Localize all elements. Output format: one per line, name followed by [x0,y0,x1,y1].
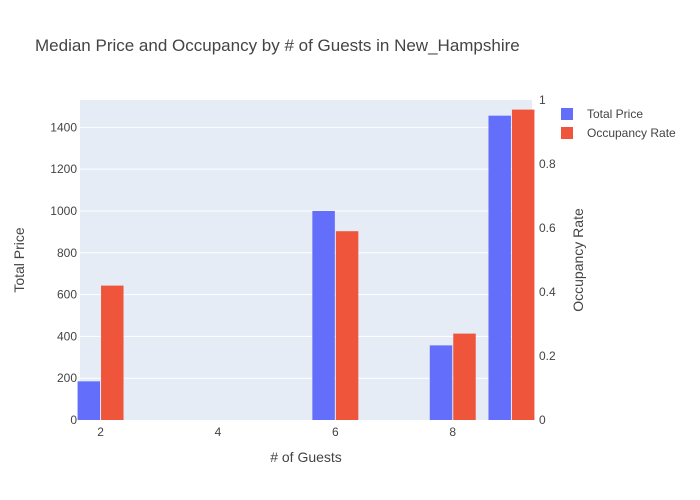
legend-item[interactable]: Occupancy Rate [561,126,676,140]
total-price-bar [312,210,335,420]
y-tick-label: 0 [70,413,77,427]
y-axis-title: Total Price [11,227,27,293]
y2-tick-label: 0 [539,413,546,427]
x-tick-label: 8 [449,425,456,439]
x-axis-title: # of Guests [270,449,342,465]
y-tick-label: 1200 [50,162,77,176]
legend[interactable]: Total Price Occupancy Rate [561,107,676,140]
chart-title: Median Price and Occupancy by # of Guest… [35,36,520,55]
y2-tick-label: 0.4 [539,285,556,299]
y-tick-label: 800 [57,246,77,260]
y-tick-label: 400 [57,329,77,343]
x-tick-label: 4 [215,425,222,439]
legend-label: Occupancy Rate [587,126,676,140]
legend-label: Total Price [587,107,643,121]
bars [77,109,535,420]
y-axis-ticks: 0 200 400 600 800 1000 1200 1400 [50,120,77,427]
y2-tick-label: 0.2 [539,349,556,363]
occupancy-rate-bar [335,231,359,420]
total-price-bar [488,115,511,420]
y2-tick-label: 1 [539,93,546,107]
x-axis-ticks: 2 4 6 8 [97,425,456,439]
x-tick-label: 2 [97,425,104,439]
legend-swatch [561,108,573,120]
total-price-bar [429,345,453,420]
y-tick-label: 1400 [50,120,77,134]
total-price-bar [77,381,101,420]
y2-tick-label: 0.6 [539,221,556,235]
occupancy-rate-bar [511,109,535,420]
legend-swatch [561,127,573,139]
x-tick-label: 6 [332,425,339,439]
y2-axis-ticks: 0 0.2 0.4 0.6 0.8 1 [539,93,556,427]
occupancy-rate-bar [101,285,124,420]
y2-tick-label: 0.8 [539,157,556,171]
y2-axis-title: Occupancy Rate [570,208,586,312]
y-tick-label: 200 [57,371,77,385]
occupancy-rate-bar [453,333,476,420]
legend-item[interactable]: Total Price [561,107,643,121]
y-tick-label: 1000 [50,204,77,218]
y-tick-label: 600 [57,288,77,302]
grid-lines [80,126,532,379]
